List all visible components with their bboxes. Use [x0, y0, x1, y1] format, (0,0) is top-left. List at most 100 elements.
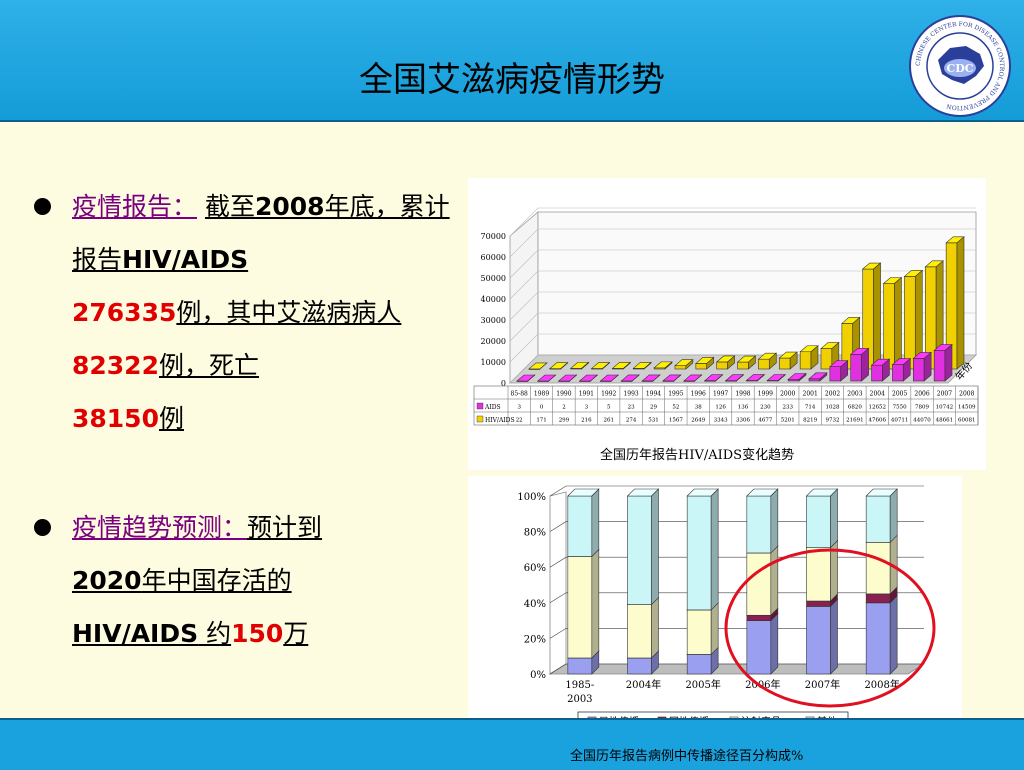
chart1-data-label: 2649	[691, 418, 705, 424]
chart1-x-tick: 2002	[825, 391, 840, 398]
chart1-data-label: 274	[626, 418, 637, 424]
chart2-y-tick: 100%	[517, 492, 546, 503]
chart1-bar-aids-side	[902, 357, 911, 382]
chart1-bar-hivaids	[820, 348, 833, 370]
chart2-segment	[865, 602, 891, 675]
bullet1-text-5: 例	[158, 404, 184, 433]
chart1-data-label: 21691	[846, 418, 864, 424]
chart1-x-tick: 1989	[534, 391, 549, 398]
chart1-bar-aids-side	[777, 373, 786, 382]
chart1-bar-hivaids-side	[685, 359, 694, 370]
bullet1-deaths: 38150	[72, 404, 159, 433]
chart2-segment-side	[770, 545, 779, 616]
chart1-bar-aids	[808, 378, 821, 382]
chart1-data-label: 261	[603, 418, 614, 424]
header-bar	[0, 0, 1024, 122]
chart2-segment	[746, 614, 772, 621]
chart2-segment	[627, 495, 652, 605]
bullet2-year: 2020	[72, 566, 142, 595]
chart1-gridline	[509, 270, 976, 300]
chart1-data-label: 44070	[913, 418, 931, 424]
chart1-bar-aids	[912, 358, 925, 382]
chart1-bar-aids-side	[923, 351, 932, 382]
chart1-x-tick: 1996	[691, 391, 706, 398]
chart2-segment	[686, 609, 712, 655]
chart1-bar-aids-side	[882, 358, 890, 382]
chart1-y-tick: 30000	[481, 316, 506, 325]
chart1-data-label: 60081	[958, 418, 976, 424]
chart1-data-label: 299	[559, 418, 570, 424]
chart1-data-label: 3306	[736, 418, 750, 424]
chart1-bar-hivaids	[758, 358, 770, 370]
chart1-x-tick: 2004	[870, 391, 885, 398]
chart1-side-wall	[509, 211, 539, 384]
chart1-gridline	[509, 228, 976, 258]
chart1-bar-aids-side	[527, 374, 536, 382]
chart1-bar-hivaids	[674, 365, 687, 370]
transmission-route-chart: 0% 20% 40% 60% 80% 100% 1985- 2003 2004年 2005年 200…	[468, 476, 962, 744]
chart1-data-label: 6820	[848, 405, 862, 411]
chart1-x-tick: 2001	[803, 391, 818, 398]
chart1-x-tick: 2003	[847, 391, 862, 398]
chart1-bar-hivaids-side	[810, 345, 819, 370]
chart1-bar-aids-side	[590, 374, 598, 382]
chart1-bar-hivaids-side	[727, 355, 735, 370]
chart1-bar-aids-side	[736, 374, 744, 382]
bullet-list: 疫情报告： 截至2008年底，累计报告HIV/AIDS 276335例，其中艾滋病…	[30, 180, 450, 660]
chart2-segment	[627, 657, 652, 675]
chart1-bar-hivaids	[695, 363, 708, 370]
chart1-x-tick: 2000	[780, 391, 795, 398]
bullet1-hivaids: HIV/AIDS	[122, 245, 249, 274]
chart1-data-label: 10742	[936, 405, 954, 411]
chart1-bar-hivaids-side	[768, 352, 777, 370]
chart1-data-label: 8219	[803, 418, 817, 424]
chart1-bar-hivaids-side	[956, 236, 965, 370]
chart1-y-tick: 10000	[481, 358, 506, 367]
chart2-segment-side	[651, 596, 659, 659]
chart1-data-label: 136	[738, 405, 749, 411]
chart2-segment-side	[710, 488, 719, 611]
chart1-data-label: 7809	[915, 405, 929, 411]
bullet1-text-1: 截至	[204, 192, 255, 221]
chart1-bar-hivaids-side	[581, 361, 589, 370]
chart1-bar-aids-side	[652, 374, 661, 382]
chart2-segment	[806, 606, 831, 675]
logo-text: CDC	[946, 62, 973, 75]
chart1-data-label: 40711	[891, 418, 909, 424]
chart2-segment	[567, 556, 593, 659]
chart1-gridline	[509, 312, 976, 342]
chart2-segment	[686, 654, 712, 675]
chart2-x-tick: 2004年	[626, 678, 661, 691]
chart1-data-label: 531	[648, 418, 659, 424]
bullet2-text-2: 年中国存活的	[141, 566, 292, 595]
chart1-data-label: 3	[585, 405, 589, 411]
chart2-y-tick: 60%	[524, 563, 546, 574]
chart1-x-tick: 1991	[579, 391, 594, 398]
chart1-data-label: 2	[562, 405, 566, 411]
chart2-segment-side	[830, 488, 838, 549]
chart1-bar-aids-side	[673, 374, 682, 382]
chart1-bar-aids-side	[610, 374, 619, 382]
chart2-segment	[567, 657, 593, 675]
chart2-segment	[686, 495, 712, 611]
chart1-x-tick: 2005	[892, 391, 907, 398]
chart1-data-label: 9732	[826, 418, 840, 424]
chart2-segment-side	[830, 598, 838, 675]
highlight-circle	[724, 548, 936, 708]
chart1-bar-hivaids	[904, 276, 916, 370]
chart2-y-tick: 80%	[524, 528, 546, 539]
chart1-bar-hivaids-side	[789, 351, 798, 370]
chart1-data-label: 714	[805, 405, 816, 411]
chart1-x-tick: 2006	[914, 391, 929, 398]
chart2-segment	[746, 620, 772, 675]
chart1-data-label: 3	[517, 405, 521, 411]
chart2-side-wall	[549, 491, 567, 675]
chart2-x-tick: 2003	[567, 694, 592, 705]
chart1-data-label: 12652	[869, 405, 887, 411]
chart2-segment-side	[591, 548, 600, 659]
chart2-y-tick: 40%	[524, 599, 546, 610]
chart2-gridline	[549, 521, 924, 532]
bullet1-total: 276335	[72, 298, 177, 327]
chart2-x-tick: 1985-	[565, 680, 594, 691]
chart1-bar-hivaids-side	[748, 355, 756, 370]
